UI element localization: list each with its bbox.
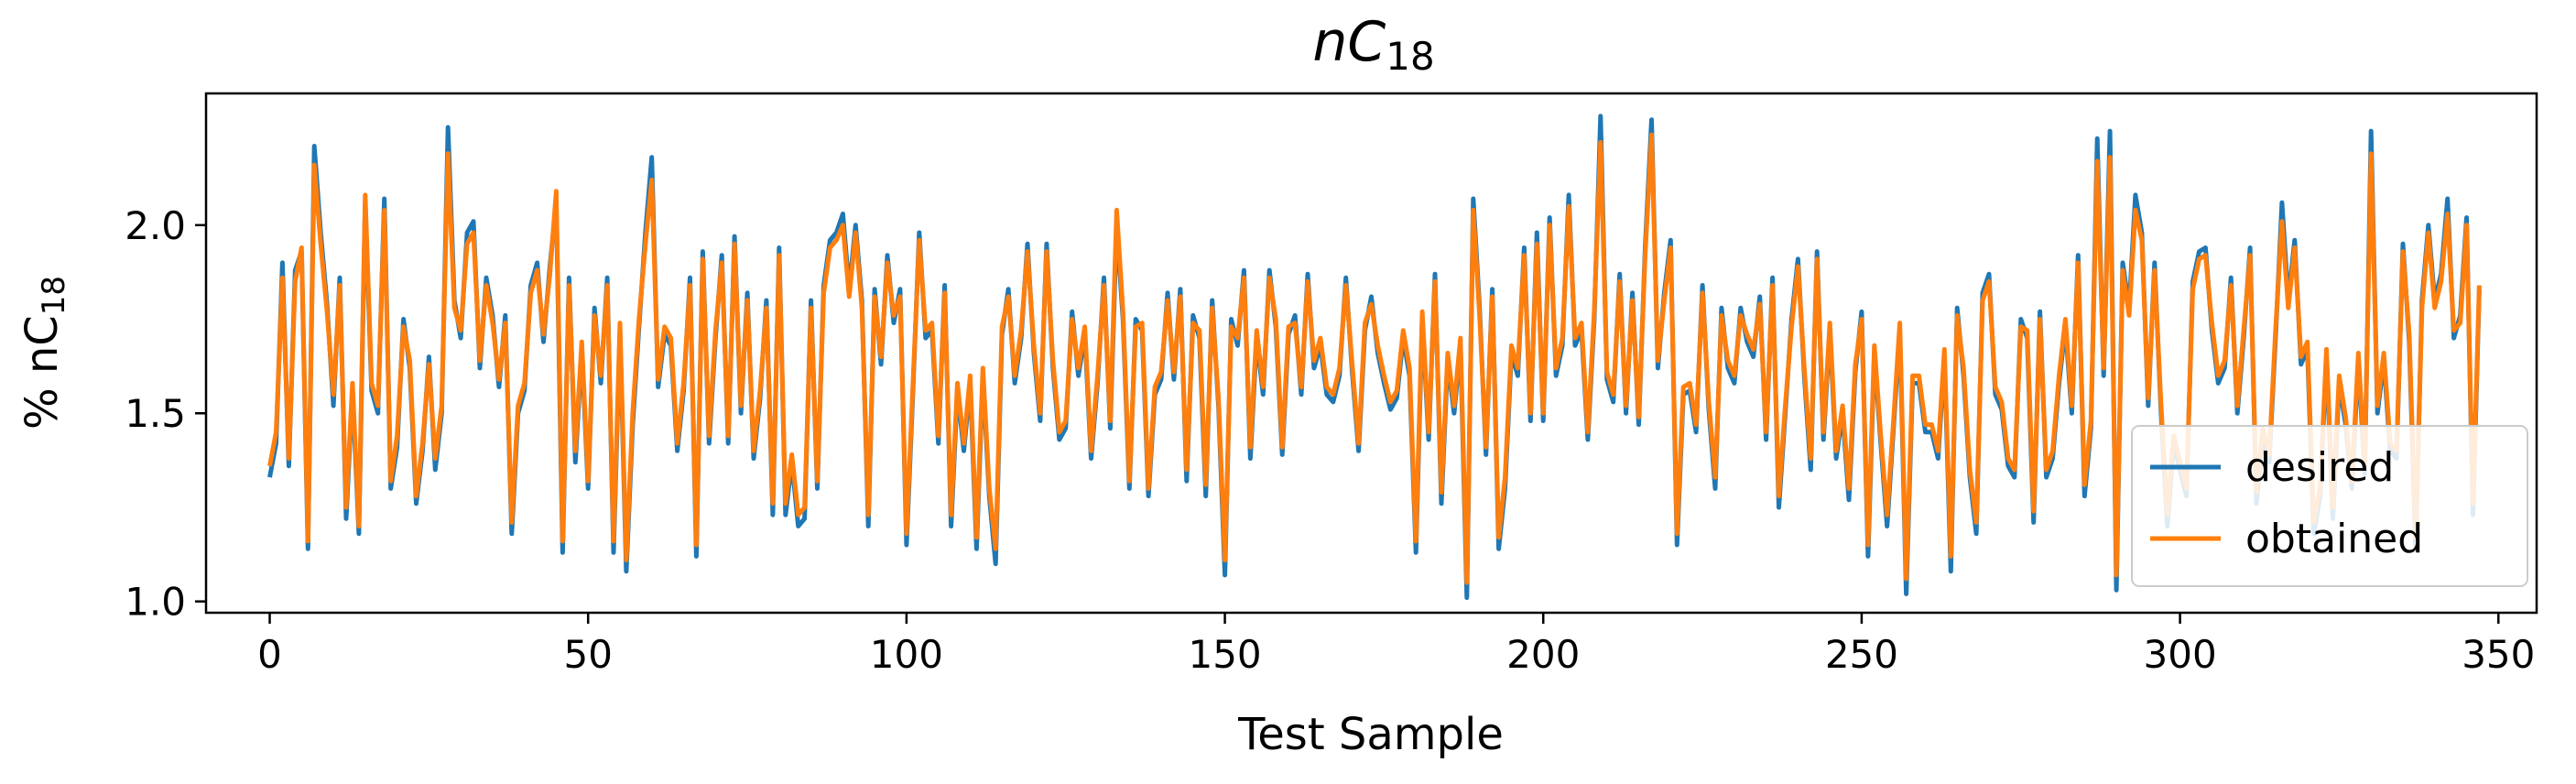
legend: desired obtained — [2131, 425, 2528, 587]
x-tick-label: 300 — [2144, 632, 2217, 677]
x-tick-label: 350 — [2462, 632, 2535, 677]
y-axis: 1.0 1.5 2.0 — [125, 203, 206, 625]
plot-frame — [204, 92, 2538, 615]
x-tick-label: 50 — [563, 632, 612, 677]
x-tick-label: 150 — [1188, 632, 1261, 677]
x-axis-label: Test Sample — [1237, 709, 1504, 760]
series-layer — [267, 114, 2482, 601]
legend-box — [2131, 425, 2528, 587]
y-tick-label: 2.0 — [125, 203, 186, 248]
legend-label-desired: desired — [2245, 444, 2394, 491]
y-axis-label: % nC18 — [16, 276, 72, 430]
series-line-obtained — [267, 132, 2482, 585]
x-tick-label: 100 — [870, 632, 943, 677]
x-tick-label: 200 — [1506, 632, 1580, 677]
y-tick-label: 1.0 — [125, 580, 186, 625]
chart-title: nC18 — [1312, 10, 1434, 79]
legend-label-obtained: obtained — [2245, 516, 2423, 562]
x-tick-label: 0 — [257, 632, 282, 677]
x-axis: 0 50 100 150 200 250 300 350 — [257, 613, 2535, 677]
y-tick-label: 1.5 — [125, 391, 186, 436]
x-tick-label: 250 — [1825, 632, 1898, 677]
